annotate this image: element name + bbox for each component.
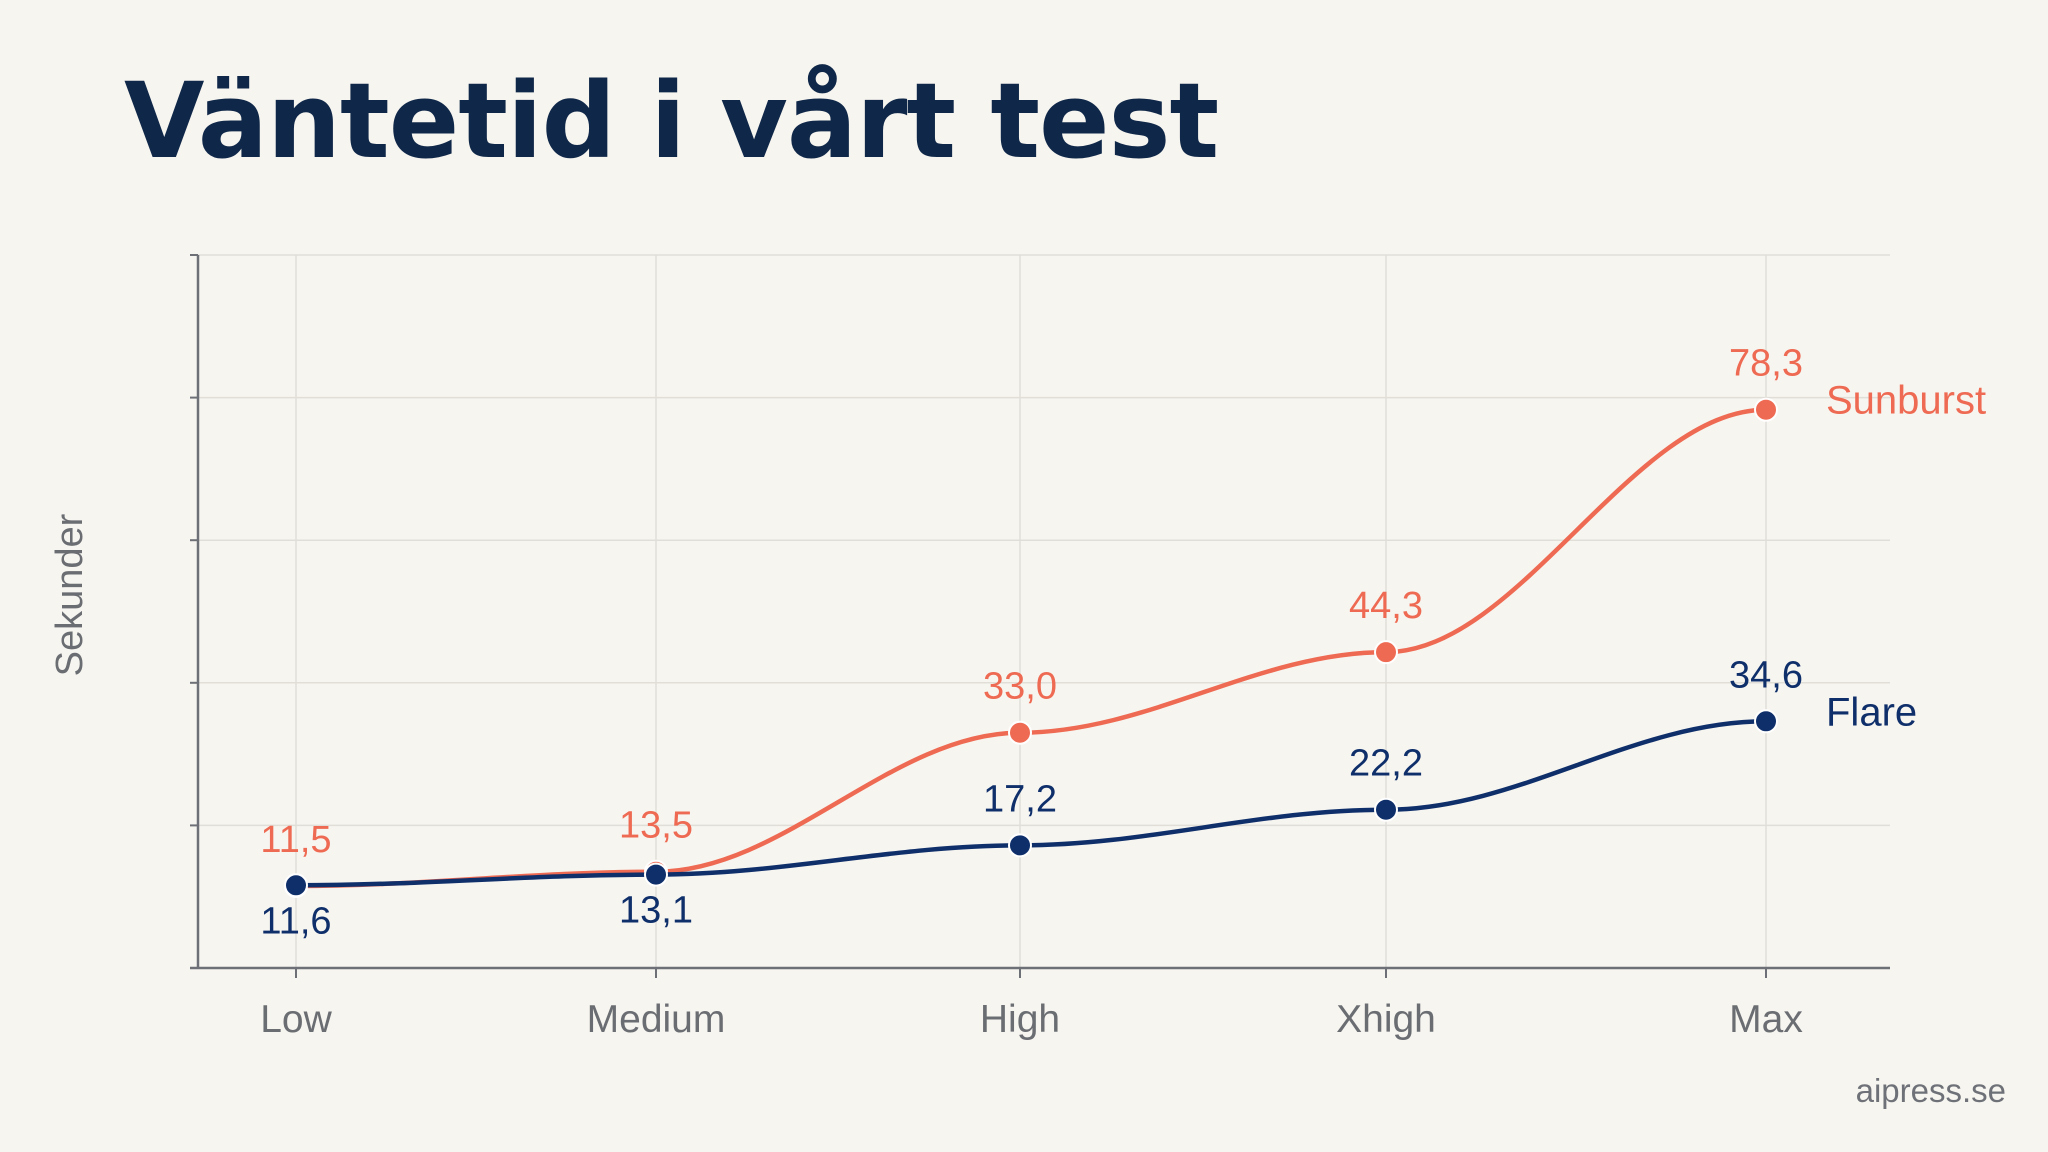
chart-grid [198, 254, 1890, 968]
data-point-flare [1754, 709, 1778, 734]
data-label-sunburst: 11,5 [260, 819, 331, 861]
data-point-sunburst [1754, 397, 1778, 422]
x-tick-label-max: Max [1729, 998, 1803, 1041]
data-point-flare [1008, 833, 1032, 858]
data-label-flare: 17,2 [983, 778, 1057, 820]
x-tick-label-xhigh: Xhigh [1336, 998, 1436, 1041]
chart-axes: Sekunder Low Medium High Xhigh Max [49, 254, 1890, 1041]
x-tick-label-medium: Medium [587, 998, 726, 1041]
legend-label-sunburst: Sunburst [1826, 379, 1986, 423]
data-label-sunburst: 33,0 [983, 666, 1057, 708]
chart-series [284, 397, 1778, 899]
x-tick-label-high: High [980, 998, 1060, 1041]
data-point-flare [1374, 797, 1398, 822]
data-label-sunburst: 78,3 [1729, 343, 1803, 385]
data-label-flare: 34,6 [1729, 654, 1803, 696]
data-label-flare: 11,6 [260, 900, 331, 942]
legend-label-flare: Flare [1826, 690, 1917, 734]
data-label-flare: 22,2 [1349, 743, 1423, 785]
x-tick-label-low: Low [260, 998, 332, 1041]
page-title: Väntetid i vårt test [124, 60, 1219, 182]
data-point-sunburst [1008, 720, 1032, 745]
data-point-flare [644, 862, 668, 887]
data-label-sunburst: 13,5 [619, 805, 693, 847]
source-credit: aipress.se [1855, 1072, 2006, 1109]
series-line-sunburst [293, 407, 1769, 889]
y-axis-label: Sekunder [49, 513, 91, 676]
data-point-sunburst [1374, 640, 1398, 665]
chart-labels: 11,5 13,5 33,0 44,3 78,3 Sunburst 11,6 13,1 17,2… [260, 343, 1986, 943]
data-point-flare [284, 873, 308, 898]
data-label-sunburst: 44,3 [1349, 585, 1423, 627]
data-label-flare: 13,1 [619, 890, 693, 932]
